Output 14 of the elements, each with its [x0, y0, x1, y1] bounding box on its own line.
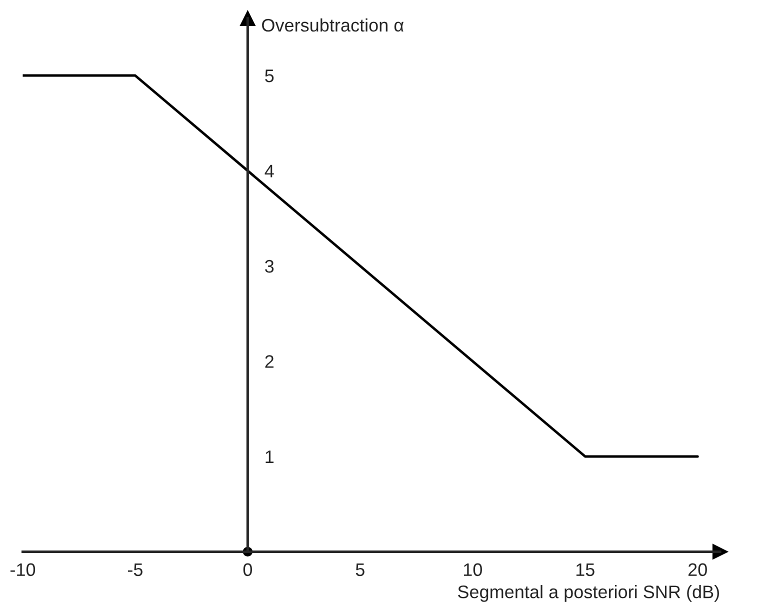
- y-tick-label: 2: [265, 355, 274, 368]
- x-tick-label: 0: [243, 563, 252, 576]
- x-tick-label: 5: [356, 563, 364, 576]
- y-tick-label: 5: [265, 70, 274, 82]
- x-axis-title: Segmental a posteriori SNR (dB): [458, 585, 719, 602]
- y-tick-label: 4: [264, 164, 274, 178]
- y-tick-label: 3: [265, 260, 274, 273]
- x-tick-label: -5: [128, 563, 142, 576]
- x-tick-label: 10: [464, 563, 482, 576]
- y-tick-label: 1: [266, 450, 274, 464]
- x-tick-label: 15: [576, 563, 594, 576]
- x-tick-label: -10: [10, 563, 36, 576]
- x-tick-label: 20: [688, 563, 707, 576]
- y-axis-title: Oversubtraction α: [262, 18, 404, 32]
